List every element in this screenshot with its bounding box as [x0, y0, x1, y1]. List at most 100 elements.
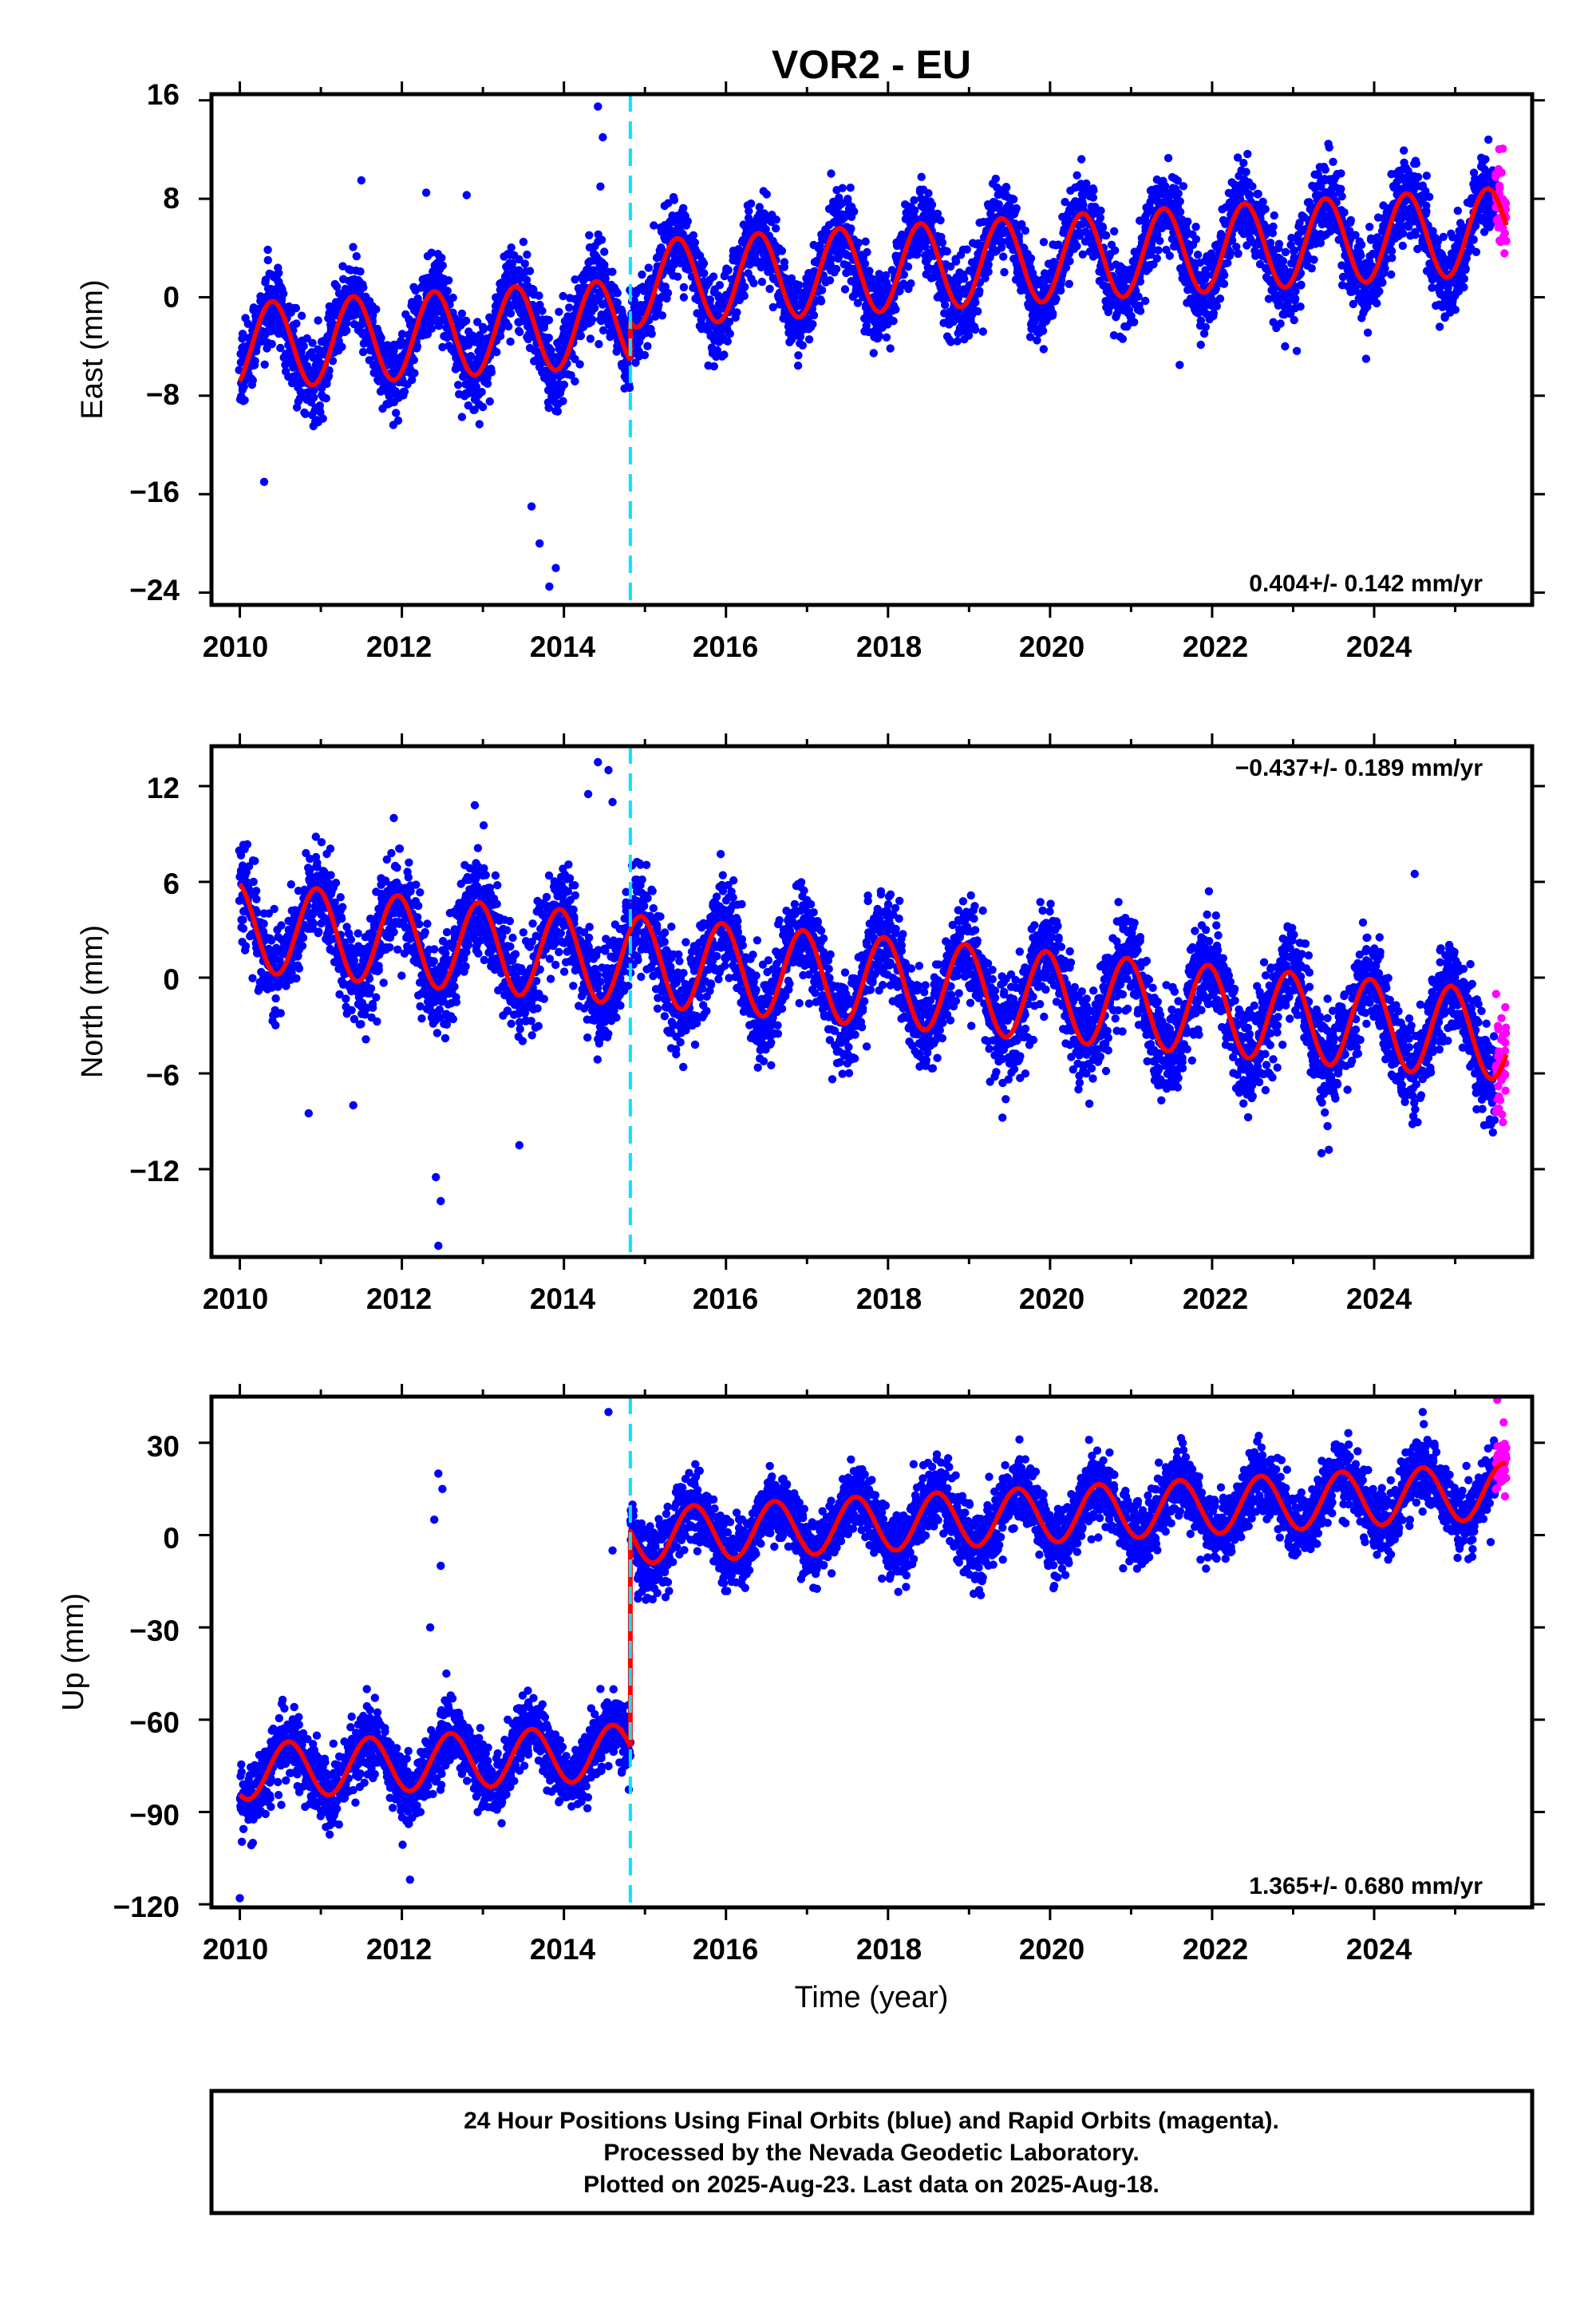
final-orbit-point — [506, 337, 515, 346]
final-orbit-point — [1381, 264, 1389, 273]
final-orbit-point — [393, 416, 403, 425]
final-orbit-point — [575, 360, 584, 369]
final-orbit-point — [504, 322, 513, 331]
final-orbit-point — [1398, 241, 1408, 251]
final-orbit-point — [1073, 171, 1081, 180]
final-orbit-point — [1281, 247, 1290, 257]
final-orbit-point — [740, 291, 749, 300]
final-orbit-point — [640, 350, 650, 360]
final-orbit-point — [492, 348, 501, 357]
final-orbit-point — [315, 401, 324, 410]
final-orbit-point — [1191, 235, 1201, 243]
final-orbit-point — [457, 413, 467, 421]
final-orbit-point — [1141, 296, 1150, 306]
final-orbit-point — [1110, 227, 1119, 235]
final-orbit-point — [843, 195, 852, 204]
final-orbit-point — [590, 303, 599, 313]
final-orbit-point — [625, 383, 634, 393]
final-orbit-point — [487, 368, 496, 377]
final-orbit-point — [984, 260, 993, 269]
final-orbit-point — [942, 247, 952, 256]
final-orbit-point — [863, 247, 871, 257]
final-orbit-point — [1096, 206, 1105, 215]
final-orbit-point — [408, 375, 417, 385]
final-orbit-point — [479, 325, 488, 334]
final-orbit-point — [523, 250, 531, 259]
final-orbit-point — [372, 305, 381, 314]
final-orbit-point — [559, 397, 567, 405]
final-orbit-point — [647, 330, 656, 338]
final-orbit-point — [1220, 271, 1229, 279]
final-orbit-point — [840, 285, 850, 294]
final-orbit-point — [865, 267, 874, 275]
final-orbit-point — [679, 293, 689, 302]
final-orbit-point — [1078, 250, 1088, 259]
final-orbit-point — [608, 267, 617, 276]
final-orbit-point — [565, 303, 574, 312]
final-orbit-point — [1021, 226, 1030, 235]
final-orbit-point — [240, 396, 249, 405]
final-orbit-point — [267, 339, 276, 349]
final-orbit-point — [1223, 259, 1232, 267]
final-orbit-point — [683, 217, 692, 226]
final-orbit-point — [793, 362, 803, 370]
final-orbit-point — [454, 381, 463, 389]
final-orbit-point — [725, 330, 734, 338]
final-orbit-point — [1365, 223, 1374, 231]
final-orbit-point — [1439, 232, 1448, 241]
final-orbit-point — [1179, 182, 1188, 191]
final-orbit-point — [587, 315, 597, 324]
final-orbit-point — [838, 184, 847, 192]
final-orbit-point — [974, 306, 982, 316]
final-orbit-point — [827, 169, 836, 178]
final-orbit-point — [978, 327, 988, 336]
final-orbit-point — [1378, 278, 1387, 287]
final-orbit-point — [917, 172, 926, 181]
final-orbit-point — [1387, 270, 1396, 279]
final-orbit-point — [413, 342, 422, 351]
final-orbit-point — [1073, 242, 1081, 251]
final-orbit-point — [314, 316, 322, 325]
final-orbit-point — [292, 319, 301, 328]
final-orbit-point — [332, 283, 342, 291]
final-orbit-point — [342, 326, 351, 335]
final-orbit-point — [477, 388, 486, 397]
final-orbit-point — [1242, 168, 1250, 176]
final-orbit-point — [1307, 264, 1317, 273]
final-orbit-point — [1337, 192, 1346, 201]
final-orbit-point — [1276, 319, 1285, 328]
final-orbit-point — [1175, 207, 1185, 216]
final-orbit-point — [251, 347, 261, 356]
final-orbit-point — [356, 267, 365, 276]
final-orbit-point — [553, 407, 563, 416]
final-orbit-point — [1243, 149, 1252, 159]
final-orbit-point — [1375, 287, 1384, 296]
final-orbit-point — [809, 310, 819, 320]
final-orbit-point — [741, 283, 749, 291]
final-orbit-point — [804, 335, 814, 344]
final-orbit-point — [1278, 257, 1288, 266]
final-orbit-point — [699, 259, 709, 268]
final-orbit-point — [1261, 204, 1270, 214]
final-orbit-point — [478, 402, 488, 412]
final-orbit-point — [1422, 201, 1431, 210]
final-orbit-point — [520, 259, 529, 268]
final-orbit-point — [700, 269, 709, 278]
final-orbit-point — [757, 278, 767, 287]
final-orbit-point — [709, 362, 718, 371]
final-orbit-point — [1422, 172, 1432, 180]
final-orbit-point — [377, 334, 385, 342]
figure-title: VOR2 - EU — [772, 42, 971, 87]
final-orbit-point — [924, 189, 933, 198]
final-orbit-point — [903, 263, 913, 271]
final-orbit-point — [875, 331, 883, 341]
final-orbit-point — [1363, 328, 1373, 337]
final-orbit-point — [1291, 294, 1300, 303]
final-orbit-point — [1111, 246, 1120, 255]
final-orbit-point — [475, 420, 484, 429]
final-orbit-point — [1219, 279, 1229, 288]
final-orbit-point — [938, 238, 947, 247]
final-orbit-point — [1002, 183, 1011, 192]
final-orbit-point — [690, 238, 700, 247]
